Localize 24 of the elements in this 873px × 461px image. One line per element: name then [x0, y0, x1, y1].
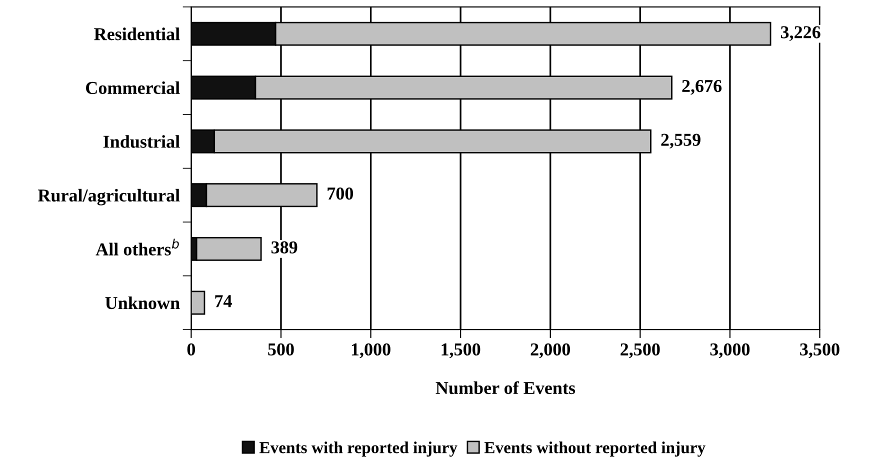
y-tick-label: Industrial	[103, 135, 180, 148]
y-tick-label: Commercial	[86, 81, 180, 94]
total-label: 700	[328, 187, 354, 200]
y-tick-label: Unknown	[105, 296, 180, 310]
x-tick-label: 3,000	[710, 343, 750, 358]
x-tick-label: 1,500	[442, 343, 480, 358]
y-tick-label: Residential	[94, 28, 180, 40]
total-label: 2,559	[661, 134, 700, 149]
x-axis-title: Number of Events	[436, 381, 576, 394]
legend-label: Events without reported injury	[484, 442, 706, 457]
x-tick-label: 2,500	[620, 343, 660, 358]
x-tick-label: 2,000	[530, 343, 570, 358]
total-label: 389	[271, 241, 298, 254]
x-tick-label: 3,500	[800, 343, 840, 358]
total-label: 74	[215, 295, 232, 308]
total-label: 2,676	[682, 80, 722, 95]
x-tick-label: 1,000	[352, 343, 390, 358]
x-tick-label: 0	[187, 343, 196, 356]
total-label: 3,226	[780, 26, 820, 41]
bar	[196, 236, 262, 261]
y-tick-label: Rural/agricultural	[38, 188, 180, 206]
x-tick-label: 500	[268, 343, 294, 356]
y-tick-label: All others$^{b}$	[96, 238, 179, 256]
legend-label: Events with reported injury	[259, 442, 458, 457]
